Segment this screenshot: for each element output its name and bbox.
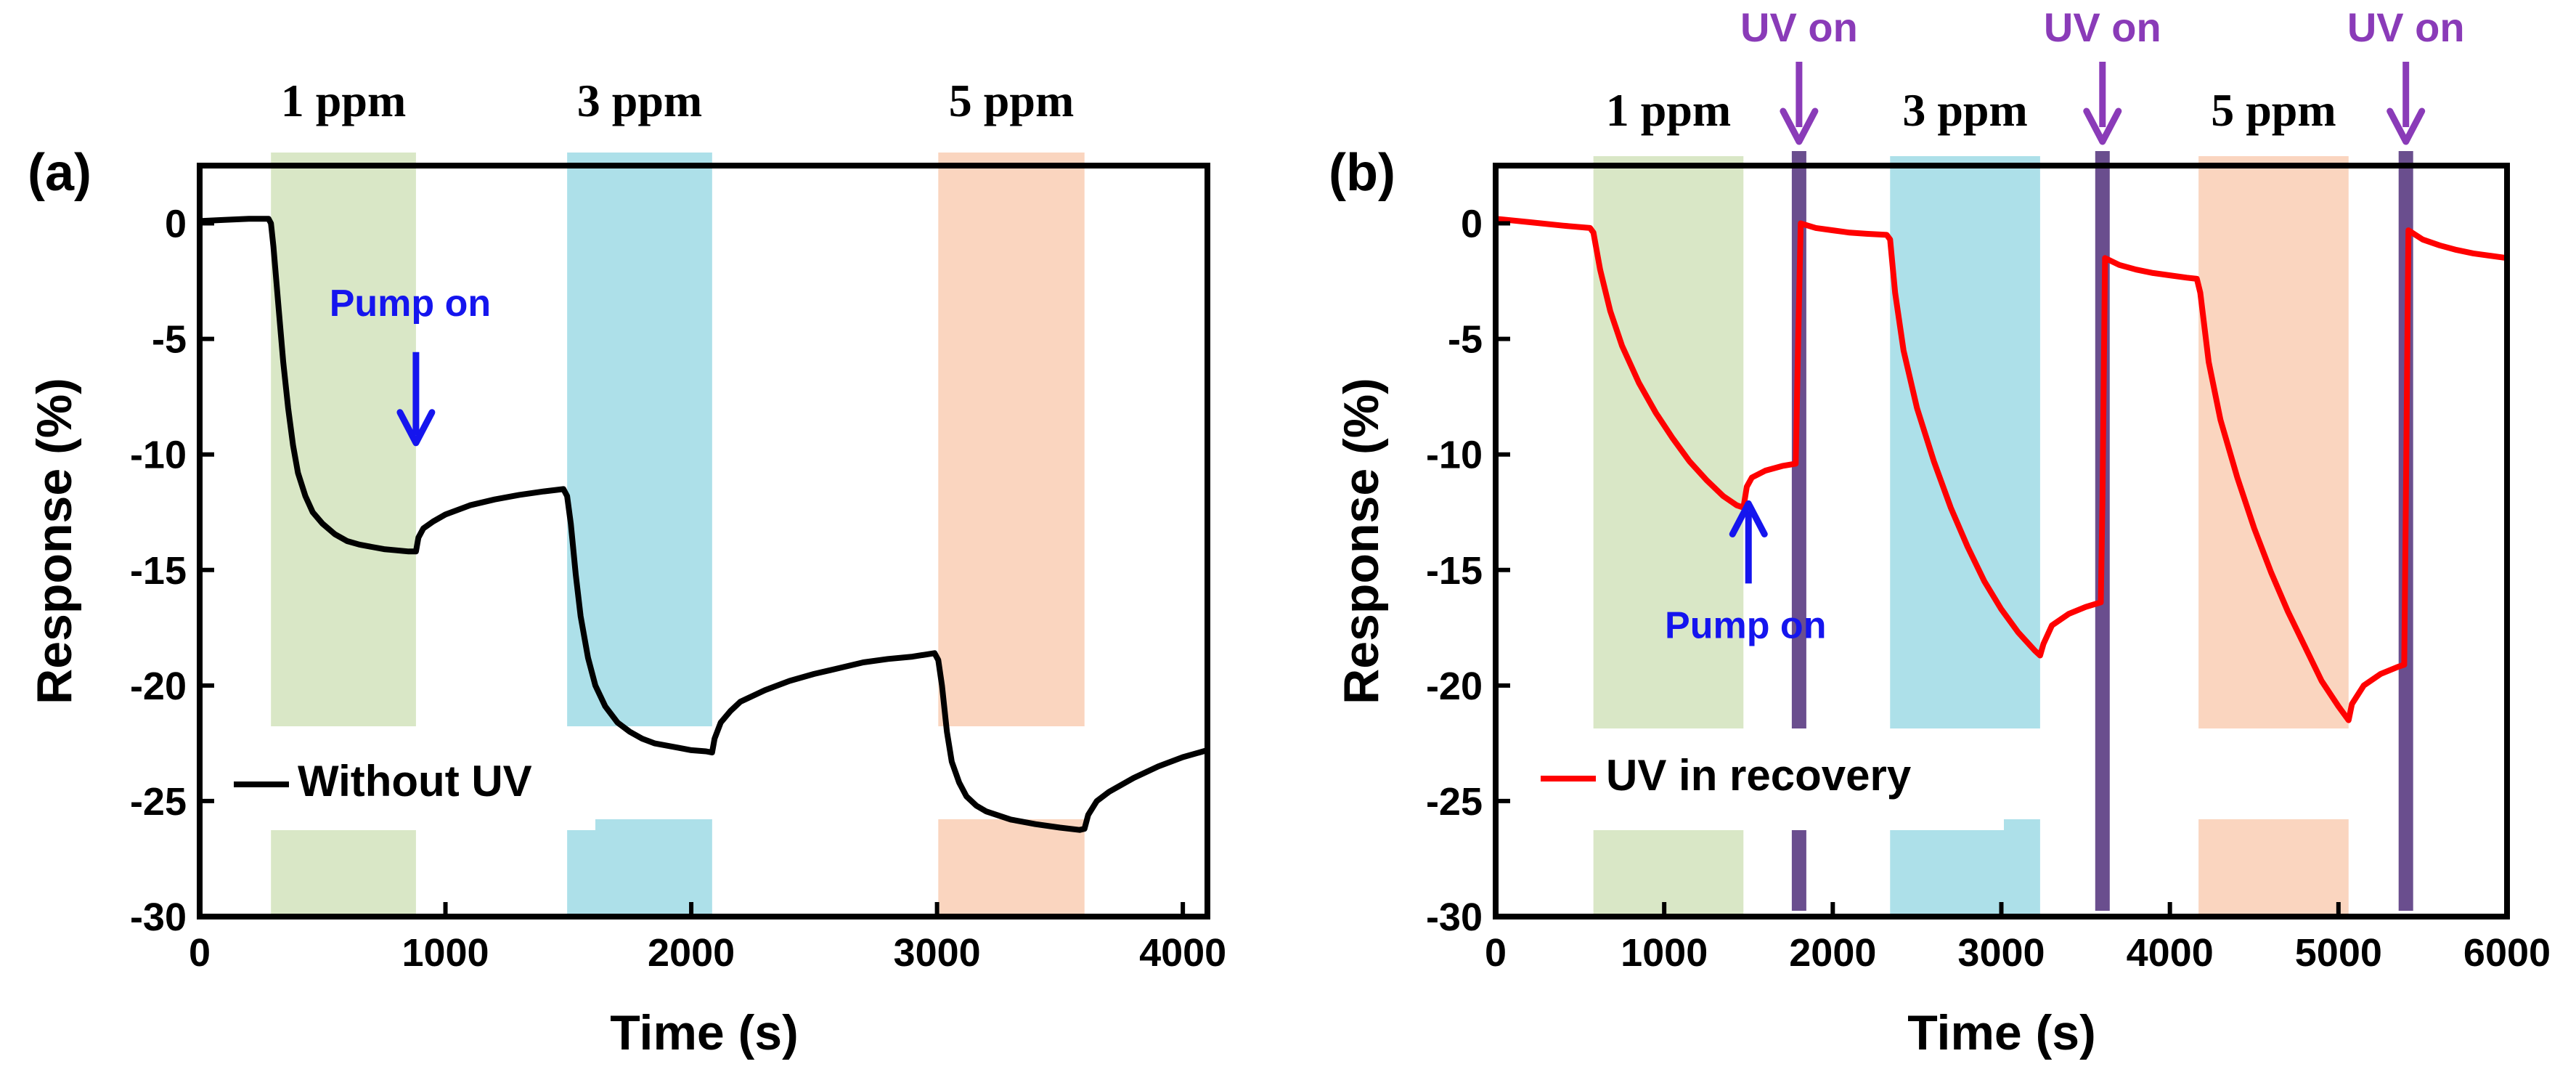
band-0-lower [271, 819, 416, 917]
y-ticks-a: 0 -5 -10 -15 -20 -25 -30 [130, 203, 214, 939]
pump-on-arrow-head-0 [1729, 500, 1768, 537]
x-axis-label-b: Time (s) [1907, 1005, 2095, 1060]
curve-b [1495, 216, 2508, 723]
x-ticks-a: 0 1000 2000 3000 4000 [189, 902, 1226, 975]
y-tick-label-1: -5 [1448, 318, 1483, 362]
x-tick-label-1: 1000 [402, 931, 489, 975]
band-1-upper [567, 153, 712, 726]
panel-label-a: (a) [28, 144, 91, 202]
x-tick-label-4: 4000 [1139, 931, 1226, 975]
y-tick-label-2: -10 [130, 434, 187, 477]
series-line-0 [199, 216, 1209, 833]
panel-b: UV in recovery 0 1000 2000 3000 4000 5000 6000… [1329, 4, 2551, 1060]
x-tick-label-3: 3000 [894, 931, 981, 975]
y-ticks-b: 0 -5 -10 -15 -20 -25 -30 [1426, 203, 1510, 939]
y-tick-label-4: -20 [130, 665, 187, 708]
band-1-lower [567, 819, 712, 917]
band-1-lower [1890, 819, 2040, 917]
uv-label-2: UV on [2347, 4, 2465, 50]
uv-label-0: UV on [1740, 4, 1858, 50]
annotations-a: Pump on [330, 283, 491, 447]
y-tick-label-1: -5 [152, 318, 187, 362]
legend-label-a: Without UV [298, 757, 532, 805]
band-1-upper [1890, 156, 2040, 728]
band-labels-b: 1 ppm 3 ppm 5 ppm [1606, 84, 2336, 136]
y-tick-label-4: -20 [1426, 665, 1483, 708]
x-tick-label-3: 3000 [1957, 931, 2045, 975]
legend-box-a [218, 728, 595, 830]
pump-on-arrow-head-0 [396, 409, 436, 447]
band-2-upper [938, 153, 1085, 726]
concentration-bands-a [271, 153, 1085, 917]
x-tick-label-4: 4000 [2127, 931, 2214, 975]
x-tick-label-5: 5000 [2295, 931, 2382, 975]
x-ticks-b: 0 1000 2000 3000 4000 5000 6000 [1485, 902, 2551, 975]
x-tick-label-1: 1000 [1621, 931, 1708, 975]
curve-a [199, 216, 1209, 833]
band-labels-a: 1 ppm 3 ppm 5 ppm [281, 75, 1074, 126]
y-tick-label-5: -25 [1426, 780, 1483, 824]
uv-arrow-head-2 [2387, 107, 2426, 145]
y-tick-label-6: -30 [130, 896, 187, 939]
y-tick-label-5: -25 [130, 780, 187, 824]
pump-on-label-0: Pump on [1665, 604, 1826, 646]
legend-label-b: UV in recovery [1606, 751, 1912, 800]
band-label-1: 3 ppm [1902, 84, 2028, 136]
band-label-2: 5 ppm [949, 75, 1075, 126]
band-2-lower [938, 819, 1085, 917]
y-tick-label-3: -15 [1426, 549, 1483, 593]
uv-arrow-head-0 [1780, 107, 1819, 145]
y-tick-label-2: -10 [1426, 434, 1483, 477]
uv-arrow-head-1 [2083, 107, 2122, 145]
band-2-upper [2198, 156, 2349, 728]
band-label-0: 1 ppm [281, 75, 407, 126]
band-label-0: 1 ppm [1606, 84, 1732, 136]
x-tick-label-6: 6000 [2463, 931, 2551, 975]
uv-label-1: UV on [2044, 4, 2161, 50]
band-label-1: 3 ppm [577, 75, 703, 126]
legend-a: Without UV [218, 728, 595, 830]
band-label-2: 5 ppm [2211, 84, 2336, 136]
band-2-lower [2198, 819, 2349, 917]
band-0-lower [1593, 819, 1744, 917]
y-tick-label-0: 0 [165, 203, 187, 246]
x-tick-label-2: 2000 [1789, 931, 1876, 975]
pump-on-label-0: Pump on [330, 283, 491, 325]
plot-frame-a [197, 163, 1210, 919]
panel-label-b: (b) [1329, 144, 1395, 202]
x-tick-label-0: 0 [1485, 931, 1507, 975]
uv-labels-b: UV on UV on UV on [1740, 4, 2465, 145]
y-axis-label-a: Response (%) [27, 378, 82, 705]
y-tick-label-3: -15 [130, 549, 187, 593]
y-tick-label-0: 0 [1461, 203, 1483, 246]
legend-b: UV in recovery [1510, 728, 2004, 830]
x-tick-label-2: 2000 [648, 931, 735, 975]
panel-a: Without UV 0 1000 2000 3000 4000 0 -5 -10 -15 -2… [27, 75, 1226, 1060]
band-0-upper [1593, 156, 1744, 728]
x-tick-label-0: 0 [189, 931, 211, 975]
annotations-b: Pump on [1665, 500, 1826, 646]
concentration-bands-b [1593, 156, 2349, 917]
series-line-0 [1495, 216, 2508, 723]
y-tick-label-6: -30 [1426, 896, 1483, 939]
x-axis-label-a: Time (s) [610, 1005, 798, 1060]
y-axis-label-b: Response (%) [1334, 378, 1389, 705]
